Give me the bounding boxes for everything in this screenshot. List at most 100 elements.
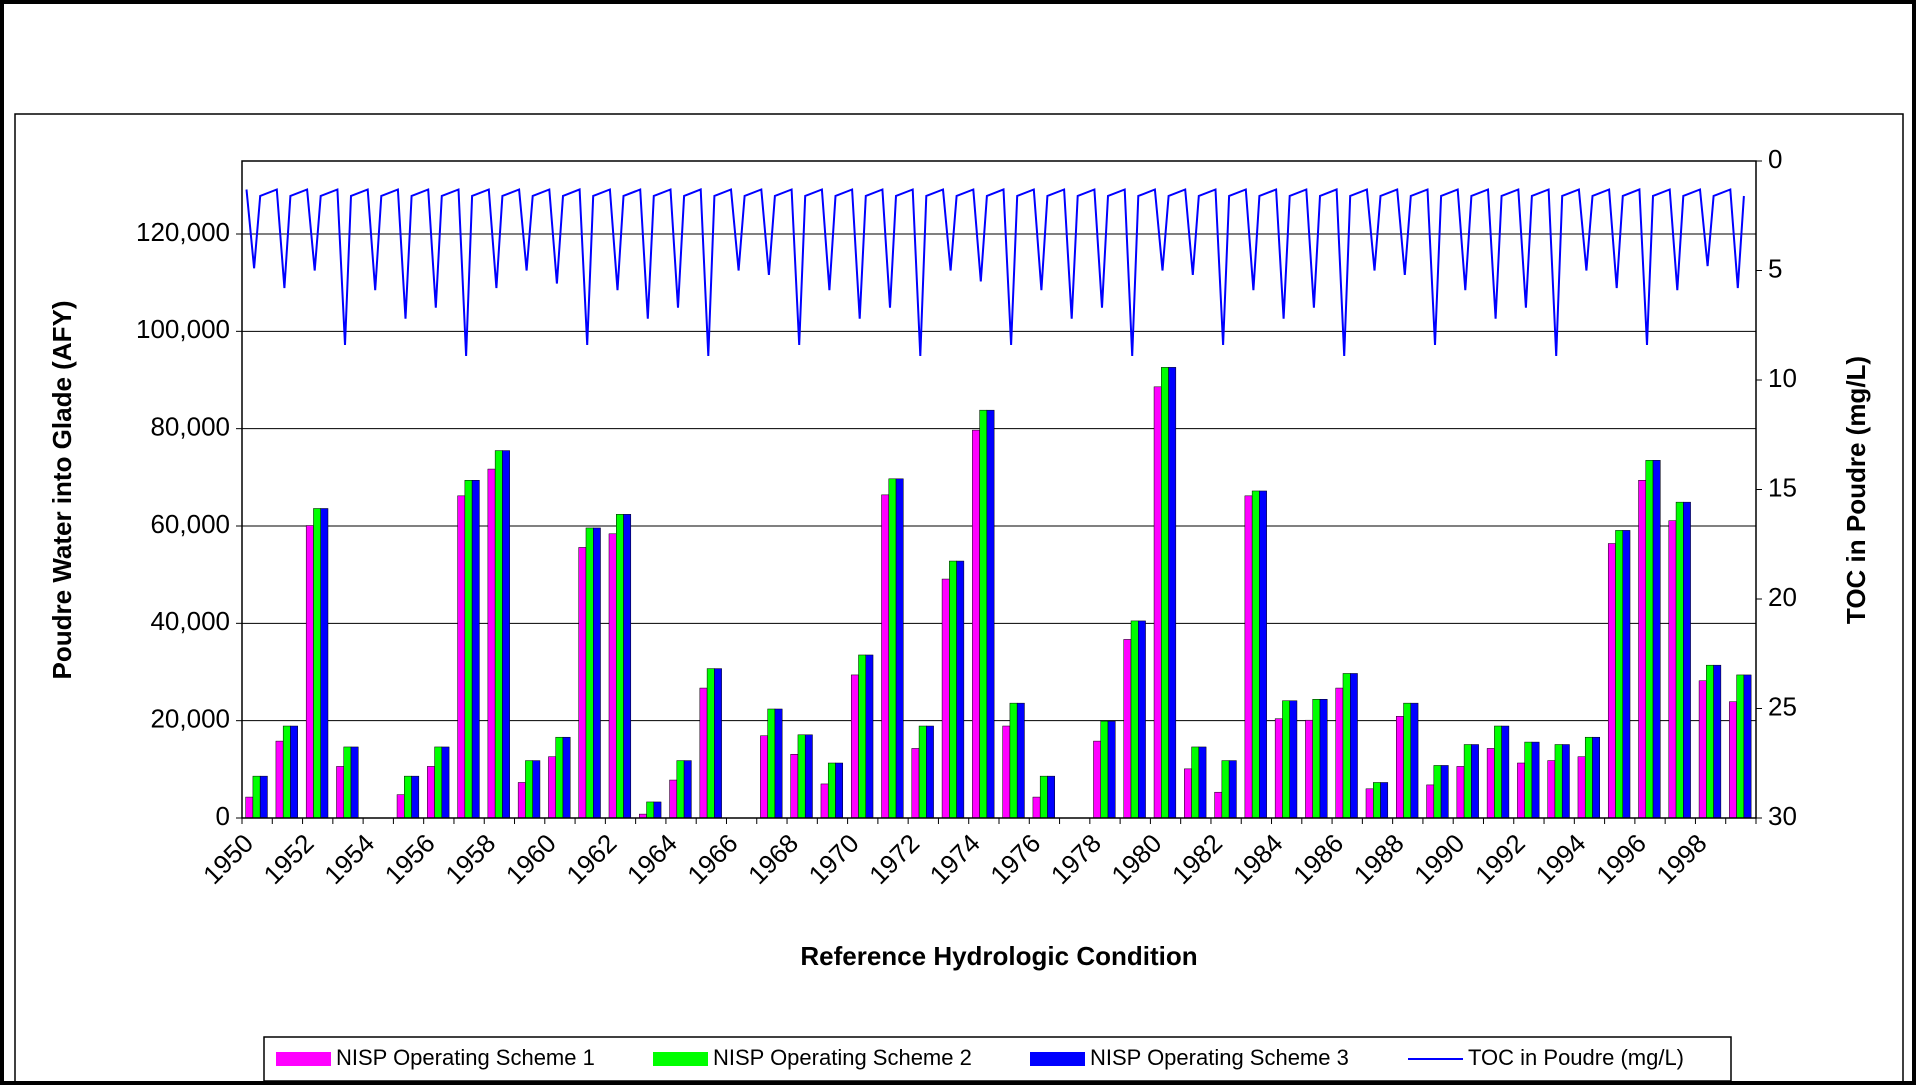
x-tick-label: 1954 — [318, 828, 380, 890]
bar — [972, 429, 980, 819]
bar — [1456, 766, 1465, 819]
bar — [404, 775, 412, 819]
bar — [517, 782, 526, 819]
bar — [714, 668, 722, 819]
bar — [290, 725, 298, 819]
bar — [1675, 501, 1684, 819]
bar — [1584, 736, 1593, 819]
bar — [1471, 744, 1479, 819]
bar — [1373, 782, 1381, 819]
bar — [1524, 741, 1533, 819]
bar — [471, 480, 480, 819]
y2-tick-label: 10 — [1768, 363, 1797, 393]
x-tick-label: 1964 — [621, 828, 683, 890]
bar — [562, 736, 571, 819]
y-tick-label: 20,000 — [150, 704, 230, 734]
bar — [1410, 702, 1419, 819]
bar — [343, 746, 352, 819]
bar — [1622, 530, 1631, 819]
bar — [305, 525, 314, 819]
bar — [1426, 784, 1435, 819]
bar — [827, 762, 836, 819]
bar — [1463, 744, 1472, 819]
bar — [1039, 775, 1048, 819]
y-tick-label: 80,000 — [150, 412, 230, 442]
bar — [646, 801, 655, 819]
bar — [252, 775, 261, 819]
bar — [1032, 796, 1041, 819]
x-tick-label: 1988 — [1348, 828, 1410, 890]
bar — [804, 734, 813, 819]
bar — [699, 687, 708, 819]
x-tick-label: 1958 — [439, 828, 501, 890]
legend-label: NISP Operating Scheme 3 — [1090, 1045, 1349, 1070]
bar — [865, 654, 874, 819]
bar — [1289, 700, 1298, 819]
bar — [1652, 460, 1661, 819]
x-tick-label: 1970 — [803, 828, 865, 890]
bar — [623, 514, 632, 819]
bar — [881, 494, 890, 819]
bar — [956, 560, 965, 819]
bar — [669, 779, 678, 819]
bar — [767, 708, 776, 819]
bar — [487, 468, 496, 819]
bar — [797, 734, 806, 819]
bar — [1130, 620, 1139, 819]
y-tick-label: 60,000 — [150, 509, 230, 539]
bar — [548, 756, 556, 819]
bar — [616, 514, 624, 819]
bar — [525, 760, 533, 819]
bar — [1577, 756, 1586, 819]
bar — [1706, 664, 1714, 819]
bar — [1440, 765, 1449, 819]
bar — [835, 762, 844, 819]
bar — [979, 409, 988, 819]
y2-axis-title: TOC in Poudre (mg/L) — [1841, 356, 1871, 624]
bar — [1093, 740, 1101, 819]
bar — [1274, 718, 1283, 819]
bar — [282, 725, 291, 819]
x-axis-title: Reference Hydrologic Condition — [800, 941, 1197, 971]
bar — [275, 740, 284, 819]
legend-swatch — [653, 1052, 708, 1066]
bar — [1668, 520, 1677, 819]
bar — [434, 746, 443, 819]
x-tick-label: 1968 — [742, 828, 804, 890]
bar — [464, 480, 473, 819]
bar — [1433, 765, 1442, 819]
bar — [1198, 746, 1207, 819]
bar — [457, 495, 466, 819]
bar — [986, 409, 995, 819]
plot-border — [241, 160, 1757, 819]
bar — [585, 527, 594, 819]
bar — [1561, 744, 1570, 819]
legend-label: TOC in Poudre (mg/L) — [1468, 1045, 1684, 1070]
x-tick-label: 1976 — [984, 828, 1046, 890]
x-tick-label: 1952 — [258, 828, 320, 890]
bar — [888, 478, 897, 819]
bar — [1592, 736, 1601, 819]
x-tick-label: 1992 — [1469, 828, 1531, 890]
bar — [1168, 367, 1177, 819]
bar — [1365, 788, 1374, 819]
x-tick-label: 1966 — [681, 828, 743, 890]
bar — [926, 725, 934, 819]
bar — [1335, 687, 1344, 819]
bar — [1615, 530, 1624, 819]
bar — [336, 766, 344, 819]
bar — [820, 783, 829, 819]
bar — [1100, 720, 1109, 819]
bar — [1638, 480, 1647, 819]
x-tick-label: 1990 — [1408, 828, 1470, 890]
bar — [1138, 620, 1146, 819]
bar — [858, 654, 867, 819]
bar — [911, 748, 920, 819]
bar — [259, 775, 268, 819]
bar — [1554, 744, 1563, 819]
x-tick-label: 1972 — [863, 828, 925, 890]
bar — [313, 508, 321, 819]
bar — [1016, 702, 1025, 819]
bar — [1698, 680, 1707, 819]
